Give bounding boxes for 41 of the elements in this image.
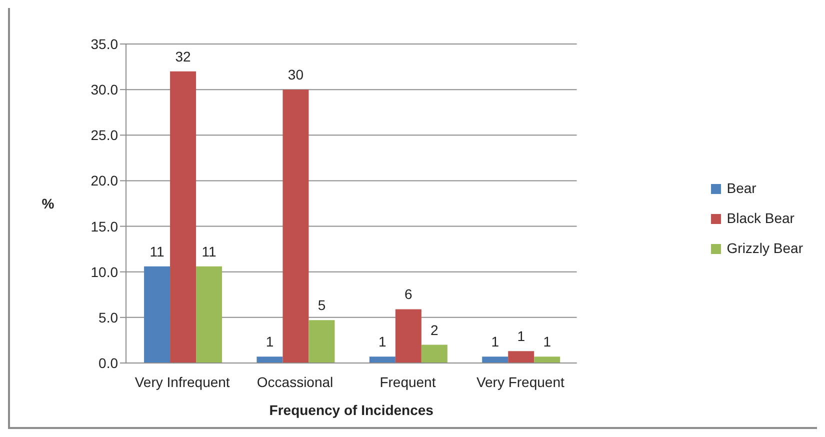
bar xyxy=(282,90,309,363)
bar xyxy=(308,320,335,363)
bar xyxy=(534,356,560,363)
data-label: 1 xyxy=(517,328,526,344)
bar xyxy=(144,266,170,363)
legend-label: Grizzly Bear xyxy=(726,240,803,256)
data-label: 1 xyxy=(266,334,274,350)
y-tick-label: 35.0 xyxy=(90,36,118,52)
y-tick-label: 5.0 xyxy=(98,309,118,326)
bar xyxy=(170,71,196,363)
bar xyxy=(395,309,422,363)
y-axis-title: % xyxy=(42,196,55,212)
data-label: 1 xyxy=(378,334,387,350)
bar xyxy=(256,356,283,363)
x-tick-label: Very Frequent xyxy=(476,374,564,390)
y-tick-label: 30.0 xyxy=(90,82,118,98)
bar xyxy=(196,266,222,363)
data-label: 5 xyxy=(318,297,326,314)
data-label: 6 xyxy=(404,286,413,302)
data-label: 11 xyxy=(202,243,217,260)
legend-label: Black Bear xyxy=(726,210,794,226)
bar xyxy=(482,356,508,363)
y-tick-label: 10.0 xyxy=(90,264,118,280)
bar xyxy=(508,351,534,363)
y-tick-label: 15.0 xyxy=(90,218,118,234)
x-tick-label: Very Infrequent xyxy=(134,374,230,390)
data-label: 1 xyxy=(491,334,500,350)
x-tick-label: Occassional xyxy=(256,374,334,390)
bar xyxy=(369,356,396,363)
y-tick-label: 25.0 xyxy=(90,127,118,144)
x-axis-title: Frequency of Incidences xyxy=(269,402,434,418)
data-label: 32 xyxy=(175,48,192,64)
legend-label: Bear xyxy=(726,180,756,196)
bar xyxy=(421,344,448,363)
data-label: 11 xyxy=(150,243,165,260)
data-label: 30 xyxy=(288,66,304,83)
y-tick-label: 0.0 xyxy=(98,354,118,371)
x-tick-label: Frequent xyxy=(380,374,436,390)
y-tick-label: 20.0 xyxy=(90,172,118,189)
data-label: 2 xyxy=(430,322,439,338)
data-label: 1 xyxy=(543,334,552,350)
